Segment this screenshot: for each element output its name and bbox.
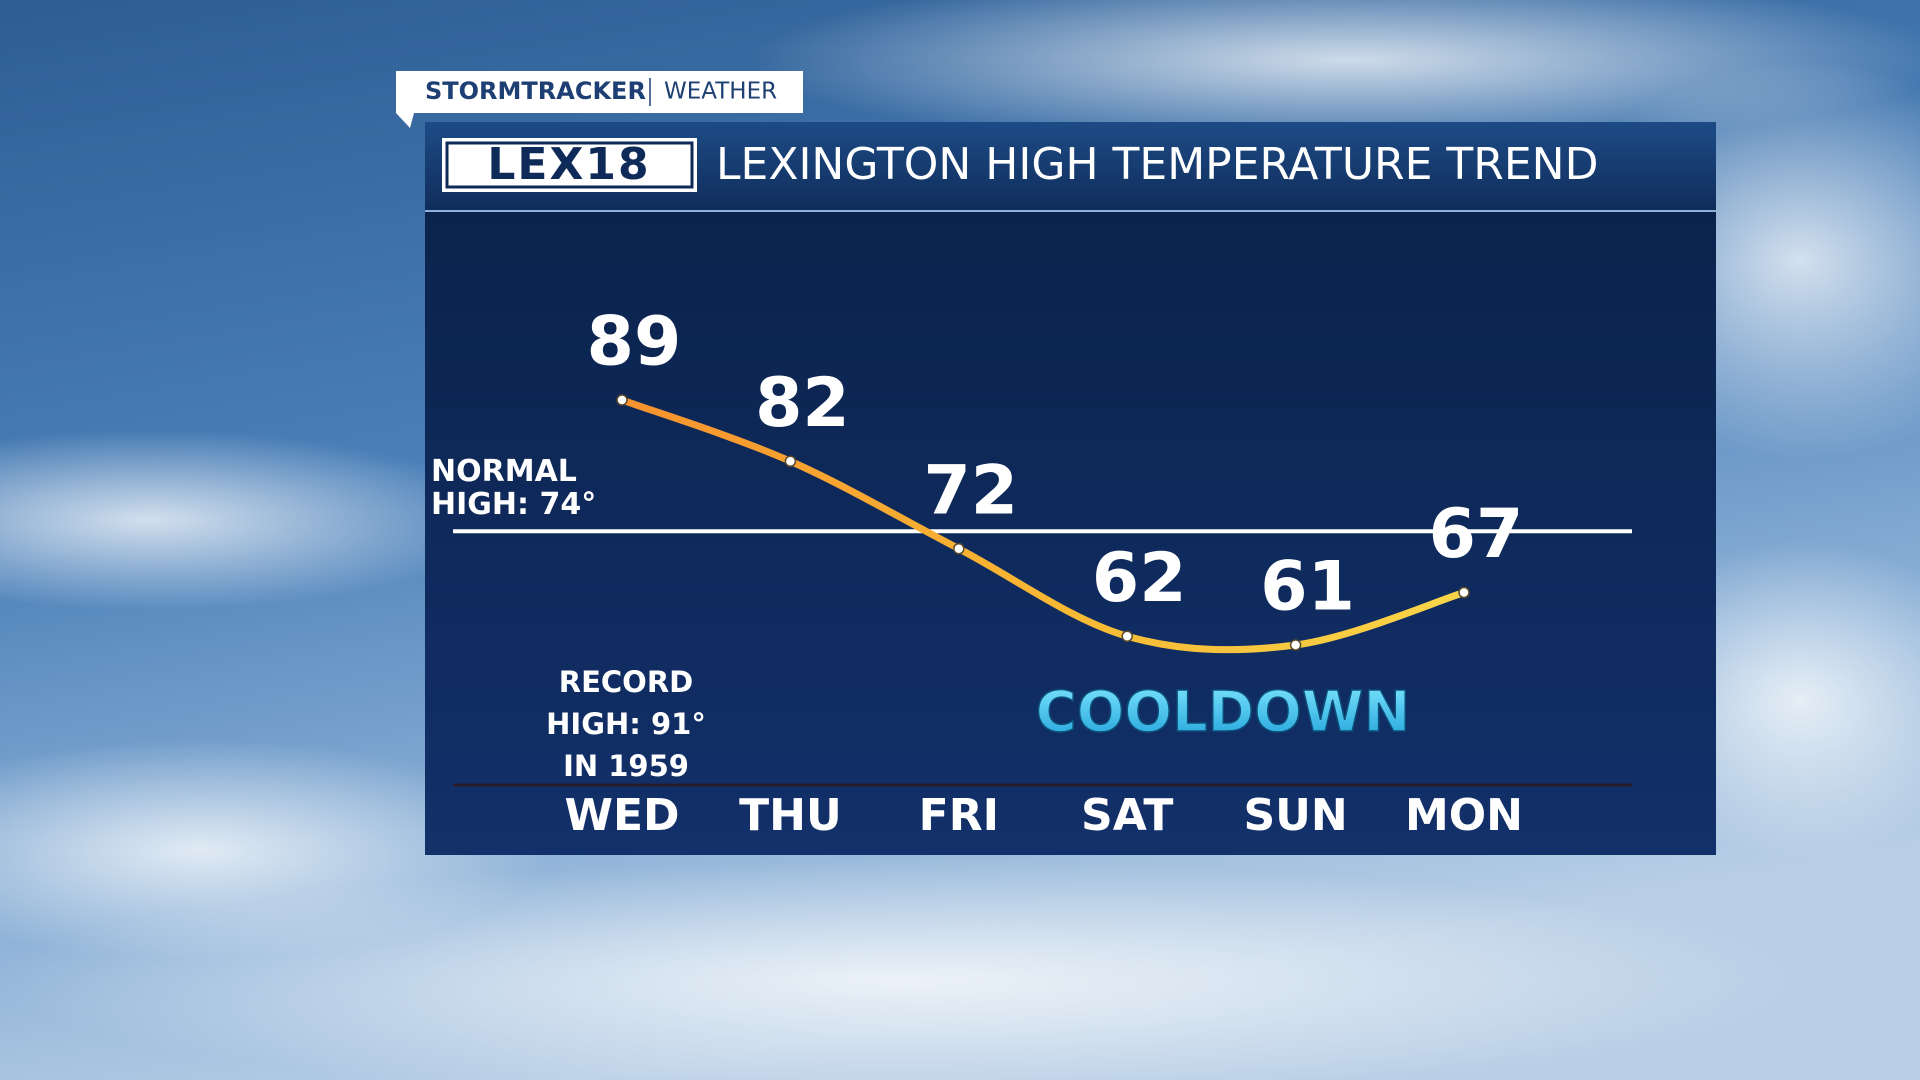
day-label: FRI: [919, 790, 999, 841]
logo-box: [442, 138, 697, 192]
day-label: THU: [739, 790, 842, 841]
normal-high-label: NORMAL: [431, 454, 577, 489]
data-point: [784, 455, 797, 467]
data-point: [1289, 639, 1302, 651]
normal-high-label: HIGH: 74°: [431, 487, 596, 522]
record-label: RECORD: [559, 665, 693, 699]
chart-panel: [425, 122, 1716, 855]
data-point: [953, 543, 965, 555]
value-label: 82: [755, 364, 850, 443]
data-point: [1121, 630, 1133, 642]
value-label: 61: [1260, 548, 1355, 627]
value-label: 67: [1429, 495, 1524, 574]
chart-title: LEXINGTON HIGH TEMPERATURE TREND: [716, 139, 1598, 190]
trend-line: [618, 396, 1468, 654]
data-point: [616, 394, 628, 406]
section-name: WEATHER: [664, 79, 777, 105]
value-label: 72: [923, 451, 1018, 530]
record-label: IN 1959: [563, 749, 689, 783]
value-label: 89: [587, 303, 682, 382]
value-label: 62: [1092, 539, 1187, 618]
logo-text: LEX18: [487, 139, 650, 190]
brand-tab: [396, 71, 803, 128]
day-label: WED: [564, 790, 679, 841]
data-point: [1458, 586, 1470, 599]
record-label: HIGH: 91°: [546, 707, 706, 741]
brand-name: STORMTRACKER: [425, 77, 646, 105]
day-label: MON: [1405, 790, 1523, 841]
logo-frame: [445, 141, 694, 189]
day-label: SUN: [1243, 790, 1347, 841]
day-label: SAT: [1081, 790, 1173, 841]
cooldown-label: COOLDOWN: [1036, 680, 1411, 745]
